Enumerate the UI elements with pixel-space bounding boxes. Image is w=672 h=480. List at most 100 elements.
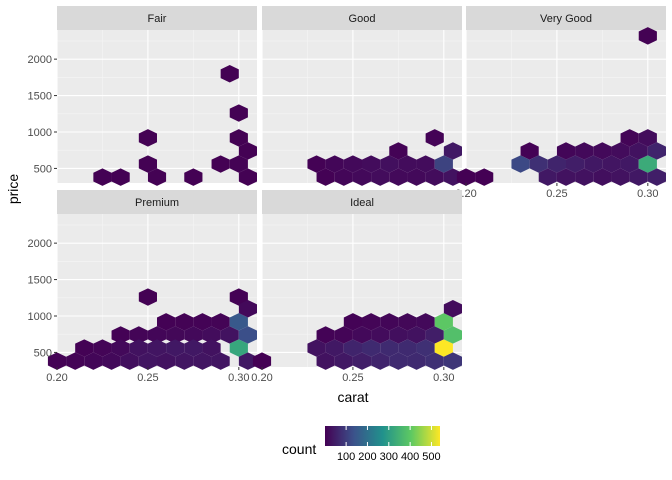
facet-strip-premium <box>57 190 257 214</box>
hex-bin <box>389 168 408 186</box>
hex-bin <box>407 352 426 370</box>
hex-bin <box>229 129 248 147</box>
facet-panels: Fair 500 1000 1500 2000 Good Very Good 0.20 0.25… <box>28 6 666 384</box>
hex-bin <box>157 313 176 331</box>
hex-bin <box>398 155 417 173</box>
hex-bin <box>620 155 639 173</box>
hex-bin <box>184 339 203 357</box>
legend-tick-label: 100 <box>337 451 355 463</box>
x-axis-title: carat <box>337 389 368 405</box>
hex-bin <box>389 352 408 370</box>
hex-bin <box>638 27 657 45</box>
y-tick-label: 1000 <box>28 311 52 323</box>
facet-strip-fair <box>57 6 257 30</box>
hex-bin <box>120 352 139 370</box>
hex-bin <box>425 129 444 147</box>
hex-bin <box>111 168 130 186</box>
legend-ticks: 100 200 300 400 500 <box>337 426 441 463</box>
hex-bin <box>407 326 426 344</box>
hex-bin <box>334 352 353 370</box>
hex-bin <box>362 313 381 331</box>
hex-bin <box>547 155 566 173</box>
hex-bin <box>398 339 417 357</box>
hex-bin <box>211 155 230 173</box>
y-tick-label: 500 <box>34 163 52 175</box>
x-tick-label: 0.30 <box>637 188 658 200</box>
hex-bin <box>352 168 372 186</box>
hex-bin <box>425 168 444 186</box>
hex-bin <box>456 168 476 186</box>
hex-bin <box>389 142 408 160</box>
hex-bin <box>416 155 435 173</box>
hex-bin <box>362 339 381 357</box>
hex-bin <box>238 168 257 186</box>
hex-bin <box>362 155 381 173</box>
hex-bin <box>380 339 399 357</box>
hex-bin <box>93 168 112 186</box>
hex-bin <box>175 313 194 331</box>
facet-strip-ideal <box>262 190 462 214</box>
hex-bin <box>584 155 603 173</box>
hex-bin <box>434 313 453 331</box>
hex-bin <box>147 168 167 186</box>
legend-tick-label: 400 <box>401 451 419 463</box>
hex-bin <box>316 168 335 186</box>
hex-bin <box>556 142 576 160</box>
hex-bin <box>229 339 248 357</box>
hex-bin <box>425 352 444 370</box>
x-tick-label: 0.25 <box>137 372 158 384</box>
hex-bin <box>352 326 372 344</box>
x-tick-label: 0.25 <box>546 188 567 200</box>
y-tick-label: 500 <box>34 347 52 359</box>
hex-bin <box>193 313 212 331</box>
hex-bin <box>629 142 648 160</box>
hex-bin <box>638 129 657 147</box>
hex-bin <box>620 129 639 147</box>
y-tick-label: 2000 <box>28 238 52 250</box>
legend-tick-label: 200 <box>358 451 376 463</box>
hex-bin <box>575 142 594 160</box>
facet-label-ideal: Ideal <box>350 197 374 209</box>
legend-tick-label: 500 <box>422 451 440 463</box>
hex-bin <box>307 155 326 173</box>
hex-bin <box>593 168 612 186</box>
hex-bin <box>629 168 648 186</box>
hex-bin <box>75 339 94 357</box>
hex-bin <box>47 352 67 370</box>
hex-bin <box>443 352 462 370</box>
hex-bin <box>202 326 221 344</box>
hex-bin <box>129 326 148 344</box>
x-tick-label: 0.20 <box>251 372 272 384</box>
y-tick-label: 1500 <box>28 275 52 287</box>
y-tick-label: 1500 <box>28 91 52 103</box>
hex-bin <box>434 339 453 357</box>
hex-bin <box>425 326 444 344</box>
hex-bin <box>602 155 621 173</box>
hex-bin <box>398 313 417 331</box>
y-axis-title: price <box>5 174 21 205</box>
hex-bin <box>229 104 248 122</box>
hex-bin <box>380 313 399 331</box>
hex-bin <box>229 313 248 331</box>
hex-bin <box>238 352 257 370</box>
hex-bin <box>252 352 272 370</box>
hex-bin <box>443 142 462 160</box>
hex-bin <box>566 155 585 173</box>
legend-tick-label: 300 <box>380 451 398 463</box>
hex-bin <box>334 326 353 344</box>
facet-strip-good <box>262 6 462 30</box>
hex-bin <box>443 326 462 344</box>
hex-bin <box>211 352 230 370</box>
hex-bin <box>529 155 548 173</box>
hex-bin <box>475 168 494 186</box>
hex-bin <box>371 168 390 186</box>
hex-bin <box>520 142 539 160</box>
hex-bin <box>593 142 612 160</box>
hex-bin <box>416 339 435 357</box>
hex-bin <box>343 155 362 173</box>
hex-bin <box>238 326 257 344</box>
color-legend: count 100 200 300 400 500 <box>282 426 441 463</box>
hex-bin <box>389 326 408 344</box>
hex-bin <box>325 339 344 357</box>
legend-colorbar <box>325 426 440 446</box>
